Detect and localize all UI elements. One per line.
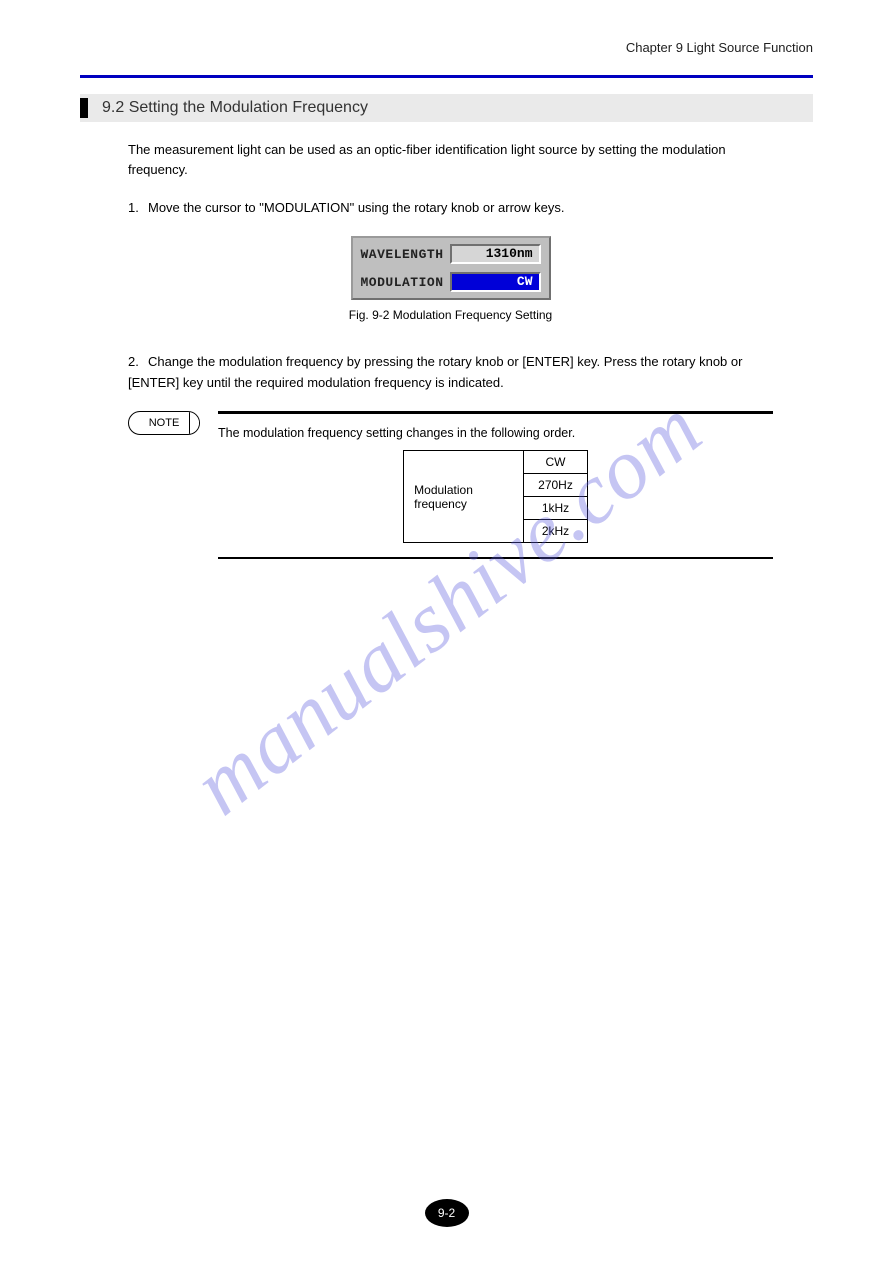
table-row-header: Modulation frequency	[404, 451, 524, 543]
intro-paragraph: The measurement light can be used as an …	[128, 140, 773, 180]
modulation-table: Modulation frequency CW 270Hz 1kHz 2kHz	[403, 450, 588, 543]
note-text: The modulation frequency setting changes…	[218, 424, 773, 443]
step-text: Change the modulation frequency by press…	[128, 354, 742, 389]
table-cell: 2kHz	[524, 520, 588, 543]
modulation-label: MODULATION	[361, 275, 444, 290]
header-divider	[80, 75, 813, 78]
figure-caption: Fig. 9-2 Modulation Frequency Setting	[128, 308, 773, 322]
wavelength-label: WAVELENGTH	[361, 247, 444, 262]
step-1: 1.Move the cursor to "MODULATION" using …	[128, 198, 773, 218]
page-number: 9-2	[425, 1199, 469, 1227]
step-number: 2.	[128, 352, 148, 372]
table-cell: CW	[524, 451, 588, 474]
note-pill: NOTE	[128, 411, 200, 435]
settings-panel: WAVELENGTH 1310nm MODULATION CW	[351, 236, 551, 300]
table-cell: 1kHz	[524, 497, 588, 520]
step-number: 1.	[128, 198, 148, 218]
note-block: NOTE The modulation frequency setting ch…	[128, 411, 773, 559]
modulation-field[interactable]: CW	[450, 272, 541, 292]
section-tick-icon	[80, 98, 88, 118]
note-rule-bottom	[218, 557, 773, 559]
note-rule-top	[218, 411, 773, 414]
wavelength-field[interactable]: 1310nm	[450, 244, 541, 264]
wavelength-row: WAVELENGTH 1310nm	[361, 244, 541, 264]
table-cell: 270Hz	[524, 474, 588, 497]
note-pill-label: NOTE	[149, 417, 180, 429]
breadcrumb: Chapter 9 Light Source Function	[80, 40, 813, 55]
section-title: 9.2 Setting the Modulation Frequency	[102, 99, 368, 117]
step-2: 2.Change the modulation frequency by pre…	[128, 352, 773, 392]
modulation-row: MODULATION CW	[361, 272, 541, 292]
section-heading-bar: 9.2 Setting the Modulation Frequency	[80, 94, 813, 122]
step-text: Move the cursor to "MODULATION" using th…	[148, 200, 564, 215]
